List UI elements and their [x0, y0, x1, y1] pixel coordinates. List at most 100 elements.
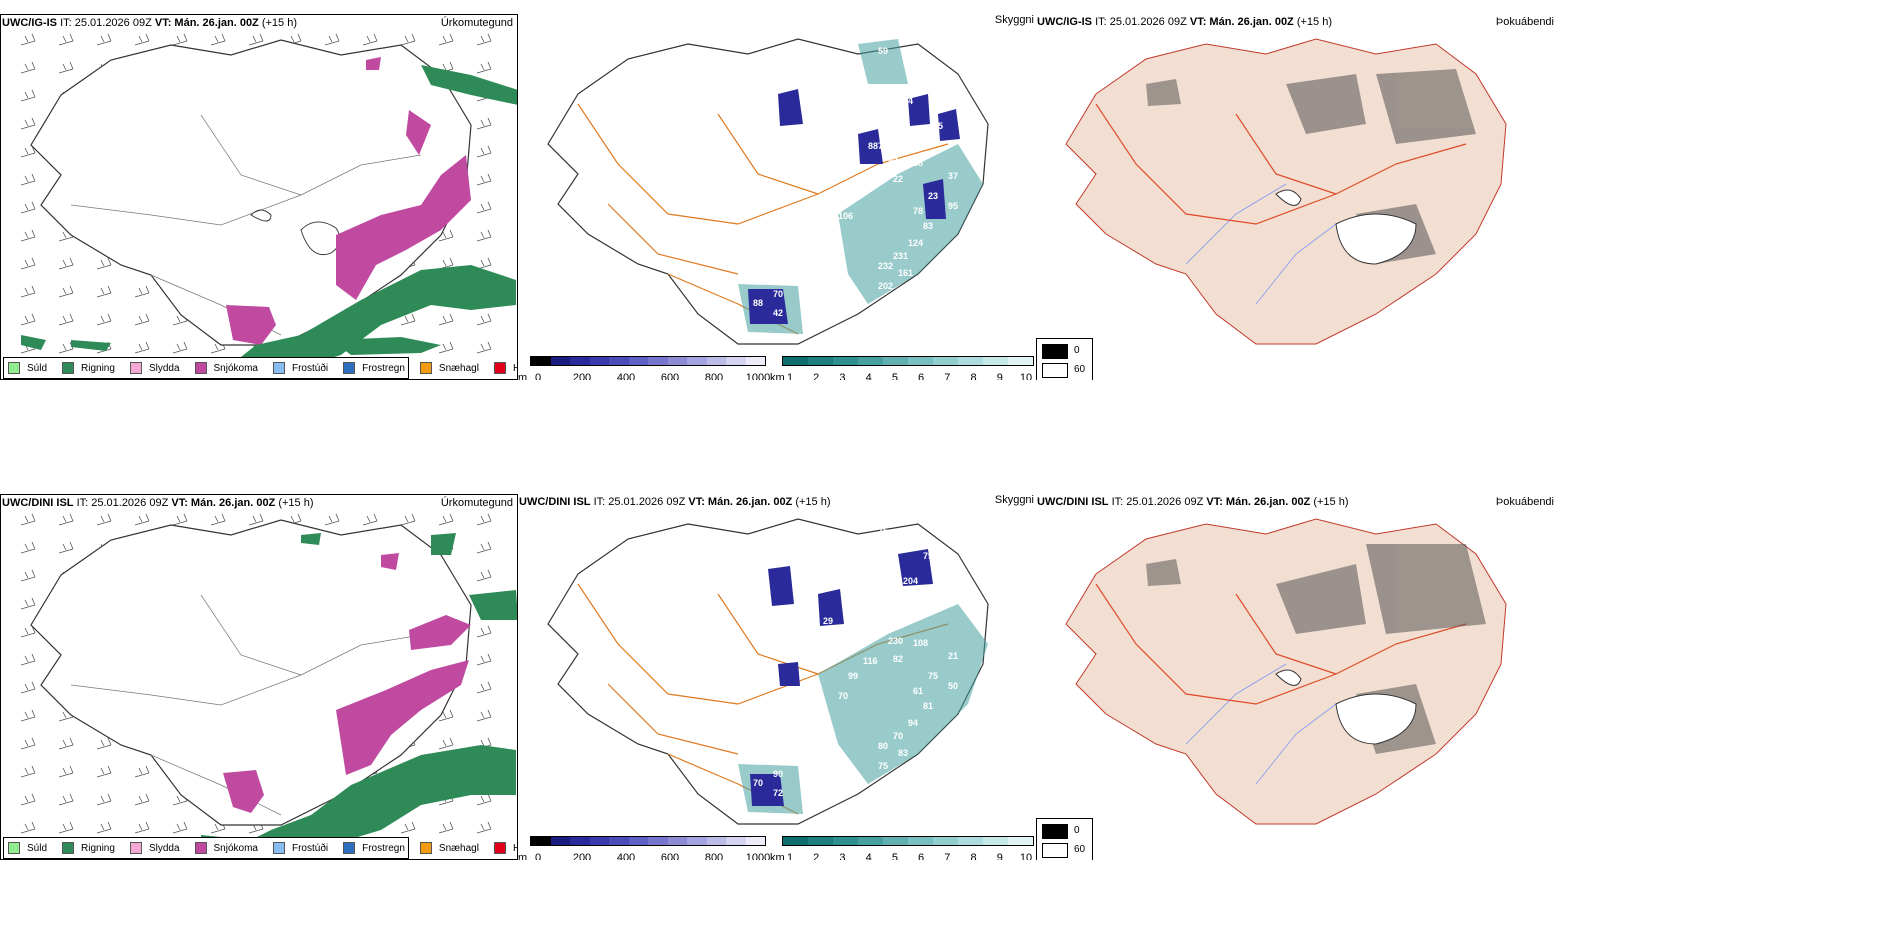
precip-legend: Súld Rigning Slydda Snjókoma Frostúði Frostre… [3, 357, 517, 379]
wind-barb [96, 257, 112, 270]
legend-item: Frostúði [272, 362, 328, 374]
legend-item: Frostregn [343, 842, 405, 854]
fog-legend-low-swatch [1042, 344, 1068, 359]
colorbar-tick-label: 8 [970, 372, 977, 380]
colorbar-tick-label: 200 [572, 852, 592, 860]
glacier-outline [1275, 669, 1417, 745]
colorbar-tick-label: 8 [970, 852, 977, 860]
wind-barb [476, 541, 492, 554]
ceiling-value-label: 282 [868, 621, 883, 631]
wind-barb [96, 513, 112, 526]
wind-barb [476, 821, 492, 834]
ceiling-value-label: 97 [808, 131, 818, 141]
legend-item: Súld [8, 842, 47, 854]
wind-barb [134, 821, 150, 834]
visibility-panel-bottom: 75 79 90 204 70 94 219 73 29 10 282 230 108 116 82 21 99… [518, 494, 1036, 860]
precip-type-panel-top: UWC/IG-IS IT: 25.01.2026 09Z VT: Mán. 26… [0, 14, 518, 380]
wind-barb [20, 793, 36, 806]
ceiling-value-label: 65 [863, 176, 873, 186]
wind-barb [476, 117, 492, 130]
wind-barb [20, 173, 36, 186]
legend-label: Haglél [513, 363, 517, 374]
wind-barb [438, 821, 454, 834]
legend-label: Rigning [81, 362, 115, 374]
wind-barb [476, 653, 492, 666]
snow-areas [226, 57, 471, 345]
wind-barb [400, 313, 416, 326]
wind-barb [20, 229, 36, 242]
colorbar-tick-label: 3 [839, 852, 846, 860]
ceiling-value-label: 75 [928, 671, 938, 681]
precip-type-panel-bottom: UWC/DINI ISL IT: 25.01.2026 09Z VT: Mán.… [0, 494, 518, 860]
ceiling-value-label: 75 [878, 761, 888, 771]
fog-panel-bottom: UWC/DINI ISL IT: 25.01.2026 09Z VT: Mán.… [1036, 494, 1554, 860]
wind-barb [438, 341, 454, 354]
colorbar-tick-label: 0 [534, 372, 542, 380]
ceiling-colorbar: m 0 200 400 600 800 1000 [518, 356, 771, 380]
colorbar-tick-label: 400 [616, 372, 636, 380]
ceiling-value-label: 219 [968, 601, 983, 611]
legend-item: Haglél [493, 362, 517, 374]
valid-time: VT: Mán. 26.jan. 00Z [1206, 496, 1311, 508]
road-network [70, 594, 422, 816]
colorbar-tick-label: 1000 [745, 372, 771, 380]
lead-time: (+15 h) [278, 497, 314, 509]
ceiling-value-label: 75 [878, 526, 888, 536]
ceiling-value-label: 99 [848, 671, 858, 681]
wind-barb [20, 257, 36, 270]
valid-time: VT: Mán. 26.jan. 00Z [1189, 16, 1294, 28]
wind-barb [58, 61, 74, 74]
wind-barb [438, 33, 454, 46]
colorbar-tick-label: 2 [813, 372, 820, 380]
legend-swatch [62, 362, 75, 374]
wind-barb [20, 201, 36, 214]
init-time: IT: 25.01.2026 09Z [593, 496, 686, 508]
colorbar-gradient [530, 836, 766, 846]
wind-barb [96, 313, 112, 326]
wind-barb [248, 513, 264, 526]
wind-barb [58, 33, 74, 46]
wind-barb [362, 513, 378, 526]
wind-barb [438, 229, 454, 242]
legend-label: Frostregn [362, 362, 405, 374]
ceiling-value-label: 23 [928, 191, 938, 201]
ceiling-value-label: 116 [863, 656, 878, 666]
ceiling-value-label: 204 [903, 576, 918, 586]
colorbar-tick-label: 0 [534, 852, 542, 860]
wind-barb [476, 513, 492, 526]
river-network [1185, 183, 1337, 305]
wind-barb [476, 145, 492, 158]
wind-barb [134, 341, 150, 354]
legend-swatch [194, 842, 207, 854]
wind-barb [134, 285, 150, 298]
wind-barb [58, 513, 74, 526]
colorbar-tick-label: 7 [944, 372, 951, 380]
ceiling-value-label: 108 [913, 638, 928, 648]
wind-barb [96, 821, 112, 834]
ceiling-value-label: 37 [948, 171, 958, 181]
fog-legend-low-label: 0 [1074, 825, 1080, 836]
wind-barb [400, 821, 416, 834]
wind-barb [58, 285, 74, 298]
ceiling-value-label: 70 [893, 731, 903, 741]
wind-barb [58, 765, 74, 778]
wind-barb [476, 61, 492, 74]
legend-swatch [493, 362, 506, 374]
colorbar-tick-label: 200 [572, 372, 592, 380]
model-name: UWC/IG-IS [2, 17, 57, 29]
ceiling-value-label: 63 [948, 96, 958, 106]
low-ceiling-areas [750, 549, 933, 806]
legend-label: Snjókoma [213, 842, 258, 854]
legend-item: Rigning [62, 362, 115, 374]
road-network [1095, 103, 1467, 225]
wind-barb [58, 821, 74, 834]
wind-barb [20, 89, 36, 102]
wind-barb [134, 33, 150, 46]
colorbar-tick-label: 4 [865, 852, 872, 860]
legend-item: Rigning [62, 842, 115, 854]
init-time: IT: 25.01.2026 09Z [1095, 16, 1187, 28]
ceiling-value-label: 70 [838, 691, 848, 701]
legend-label: Rigning [81, 842, 115, 854]
precip-map-top [20, 33, 517, 370]
wind-barb [248, 33, 264, 46]
